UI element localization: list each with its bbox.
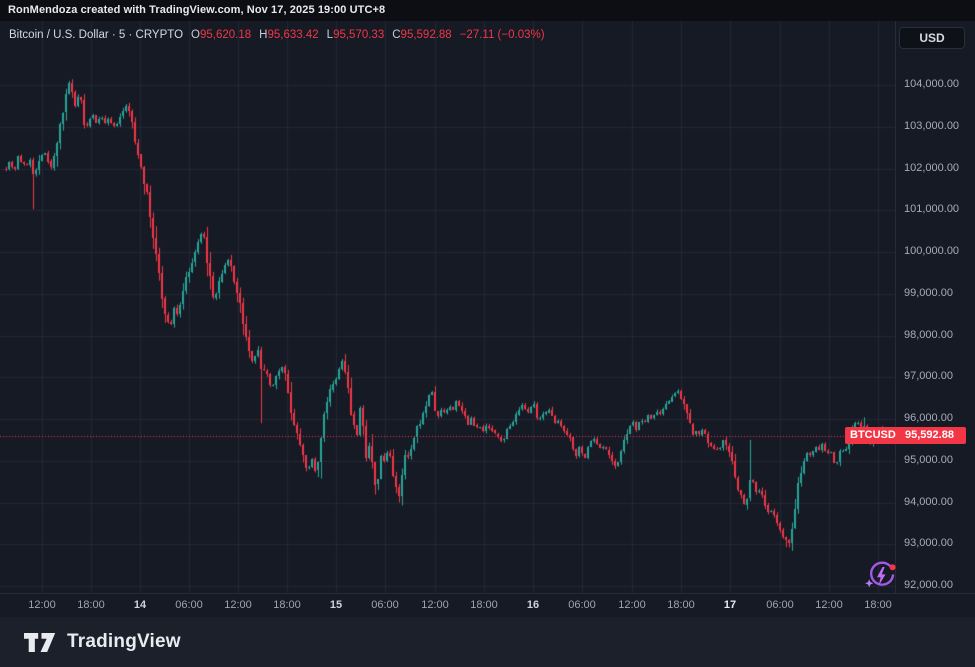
- price-tick-label: 98,000.00: [904, 328, 953, 341]
- time-tick-label: 18:00: [77, 599, 105, 611]
- price-tick-label: 92,000.00: [904, 579, 953, 591]
- sparkle-icon: [865, 579, 874, 588]
- ohlc-low: L 95,570.33: [326, 29, 385, 41]
- price-tick-label: 93,000.00: [904, 537, 953, 550]
- notification-dot: [889, 564, 896, 571]
- ohlc-open: O 95,620.18: [191, 29, 252, 41]
- price-line-symbol-label: BTCUSD: [845, 427, 901, 444]
- time-tick-label: 12:00: [815, 599, 843, 611]
- price-line-value-label: 95,592.88: [898, 427, 966, 444]
- change-value: −27.11 (−0.03%): [459, 29, 545, 41]
- tradingview-wordmark: TradingView: [67, 631, 181, 652]
- time-tick-label: 12:00: [224, 599, 252, 611]
- symbol-title: Bitcoin / U.S. Dollar · 5 · CRYPTO: [9, 29, 184, 41]
- lightning-flash-icon: [865, 561, 896, 588]
- attribution-text: RonMendoza created with TradingView.com,…: [8, 4, 386, 16]
- price-tick-label: 103,000.00: [904, 119, 960, 132]
- time-tick-label: 06:00: [766, 599, 794, 611]
- time-tick-label: 18:00: [864, 599, 892, 611]
- chart-pane[interactable]: [0, 21, 895, 593]
- price-tick-label: 101,000.00: [904, 203, 960, 216]
- time-tick-label: 12:00: [28, 599, 56, 611]
- price-tick-label: 99,000.00: [904, 286, 953, 299]
- tradingview-logo-mark-icon: [24, 632, 56, 652]
- price-tick-label: 104,000.00: [904, 78, 960, 90]
- instant-refresh-button[interactable]: [864, 559, 898, 593]
- time-tick-label: 18:00: [470, 599, 498, 611]
- price-tick-label: 96,000.00: [904, 412, 953, 424]
- price-tick-label: 102,000.00: [904, 161, 960, 174]
- time-tick-label: 15: [329, 599, 343, 611]
- tradingview-logo[interactable]: TradingView: [24, 631, 181, 653]
- time-tick-label: 18:00: [667, 599, 695, 611]
- time-tick-label: 06:00: [175, 599, 203, 611]
- currency-usd-button[interactable]: USD: [899, 27, 965, 49]
- footer-bar: TradingView: [0, 617, 975, 667]
- ohlc-close: C 95,592.88: [392, 29, 452, 41]
- time-tick-label: 06:00: [568, 599, 596, 611]
- price-tick-label: 94,000.00: [904, 495, 953, 508]
- price-tick-label: 97,000.00: [904, 370, 953, 383]
- price-axis[interactable]: 104,000.00 103,000.00 102,000.00 101,000.00…: [895, 21, 975, 593]
- ohlc-high: H 95,633.42: [259, 29, 319, 41]
- symbol-header: Bitcoin / U.S. Dollar · 5 · CRYPTO O 95,6…: [9, 29, 545, 41]
- time-tick-label: 14: [133, 599, 147, 611]
- time-tick-label: 12:00: [618, 599, 646, 611]
- time-tick-label: 16: [526, 599, 540, 611]
- time-tick-label: 17: [723, 599, 737, 611]
- time-axis[interactable]: 12:00 18:00 14 06:00 12:00 18:00 15 06:00 12:00 1…: [0, 593, 975, 617]
- attribution-bar: RonMendoza created with TradingView.com,…: [0, 0, 975, 21]
- price-tick-label: 95,000.00: [904, 453, 953, 466]
- chart-widget: Bitcoin / U.S. Dollar · 5 · CRYPTO O 95,6…: [0, 21, 975, 617]
- time-tick-label: 18:00: [273, 599, 301, 611]
- time-tick-label: 06:00: [371, 599, 399, 611]
- time-tick-label: 12:00: [421, 599, 449, 611]
- price-tick-label: 100,000.00: [904, 245, 960, 257]
